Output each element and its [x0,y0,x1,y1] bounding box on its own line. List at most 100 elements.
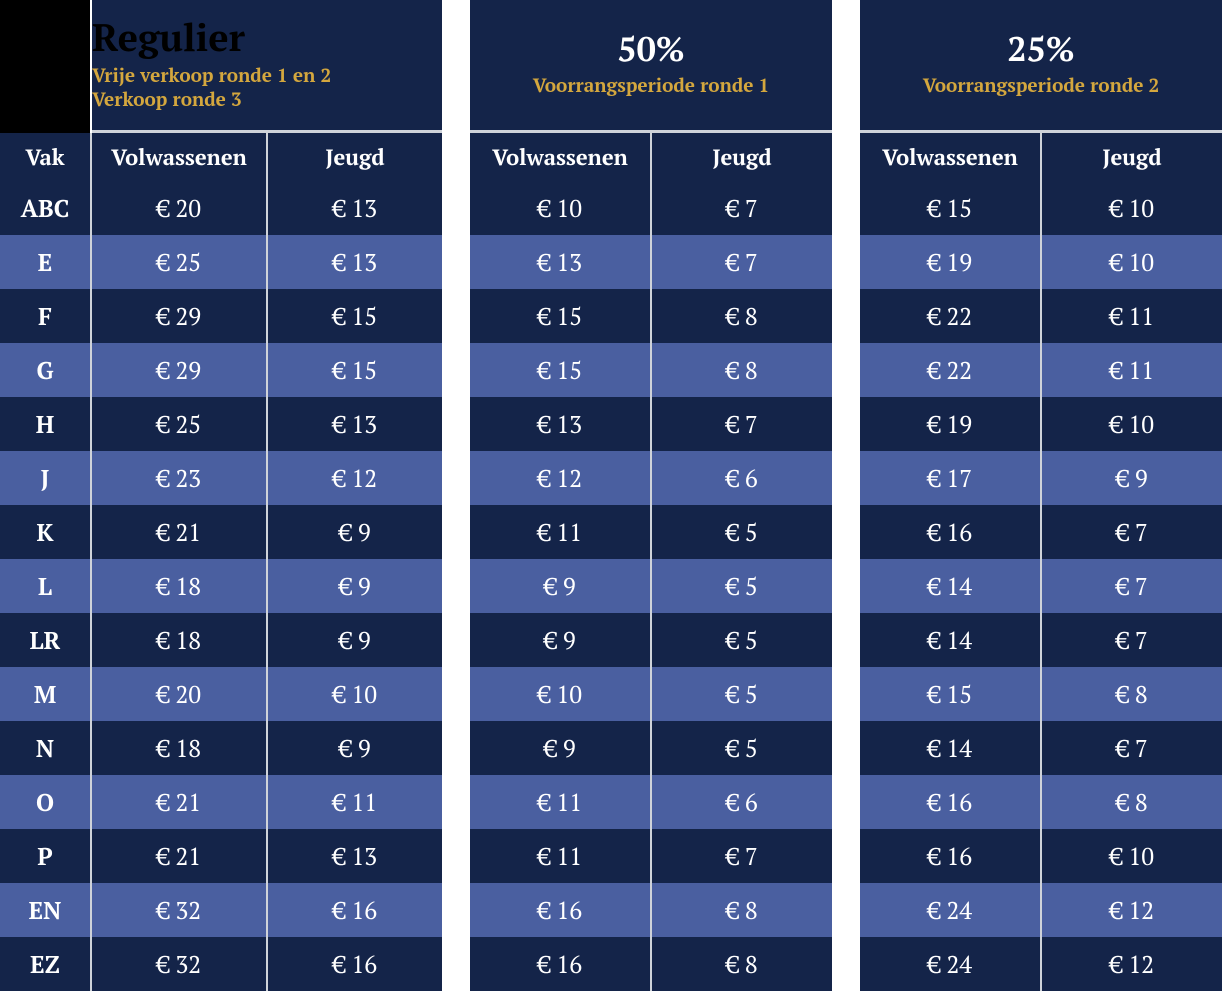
cell-jeugd: € 10 [1042,235,1222,289]
cell-volwassenen: € 21 [92,505,268,559]
cell-jeugd: € 13 [268,829,442,883]
table-row: F€ 29€ 15 [0,289,442,343]
rows-50: € 10€ 7€ 13€ 7€ 15€ 8€ 15€ 8€ 13€ 7€ 12€… [470,181,832,991]
cell-volwassenen: € 29 [92,343,268,397]
cell-jeugd: € 8 [652,289,832,343]
cell-jeugd: € 9 [268,559,442,613]
panel-regulier: Regulier Vrije verkoop ronde 1 en 2 Verk… [0,0,442,991]
cell-jeugd: € 10 [1042,829,1222,883]
table-row: € 19€ 10 [860,235,1222,289]
cell-volwassenen: € 15 [470,289,652,343]
col-header-vak: Vak [0,133,92,181]
cell-volwassenen: € 14 [860,559,1042,613]
cell-jeugd: € 11 [1042,289,1222,343]
table-row: € 13€ 7 [470,235,832,289]
cell-jeugd: € 12 [268,451,442,505]
cell-vak: N [0,721,92,775]
table-row: € 16€ 10 [860,829,1222,883]
panel-header-50: 50% Voorrangsperiode ronde 1 [470,0,832,133]
cell-jeugd: € 10 [1042,181,1222,235]
cell-vak: J [0,451,92,505]
cell-volwassenen: € 25 [92,397,268,451]
cell-jeugd: € 15 [268,343,442,397]
cell-jeugd: € 5 [652,505,832,559]
cell-jeugd: € 7 [652,181,832,235]
col-header-jeugd: Jeugd [1042,133,1222,181]
table-row: € 16€ 8 [470,883,832,937]
cell-jeugd: € 12 [1042,883,1222,937]
cell-volwassenen: € 15 [860,181,1042,235]
cell-vak: M [0,667,92,721]
header-corner [0,0,90,133]
table-row: € 12€ 6 [470,451,832,505]
title-50: 50% [470,32,832,66]
cell-volwassenen: € 10 [470,181,652,235]
subtitle-50: Voorrangsperiode ronde 1 [470,74,832,98]
cell-jeugd: € 6 [652,775,832,829]
table-row: € 14€ 7 [860,721,1222,775]
cell-jeugd: € 10 [1042,397,1222,451]
cell-volwassenen: € 20 [92,181,268,235]
table-row: € 16€ 7 [860,505,1222,559]
cell-jeugd: € 11 [1042,343,1222,397]
table-row: € 14€ 7 [860,559,1222,613]
cell-volwassenen: € 25 [92,235,268,289]
table-row: € 10€ 5 [470,667,832,721]
title-25: 25% [860,32,1222,66]
cell-jeugd: € 7 [1042,721,1222,775]
column-headers-regulier: Vak Volwassenen Jeugd [0,133,442,181]
cell-vak: ABC [0,181,92,235]
cell-volwassenen: € 32 [92,883,268,937]
cell-volwassenen: € 10 [470,667,652,721]
table-row: € 9€ 5 [470,721,832,775]
cell-volwassenen: € 15 [470,343,652,397]
cell-volwassenen: € 29 [92,289,268,343]
cell-jeugd: € 16 [268,883,442,937]
cell-vak: L [0,559,92,613]
table-row: G€ 29€ 15 [0,343,442,397]
table-row: € 11€ 6 [470,775,832,829]
cell-vak: EZ [0,937,92,991]
cell-jeugd: € 5 [652,667,832,721]
cell-vak: H [0,397,92,451]
table-row: € 11€ 7 [470,829,832,883]
table-row: L€ 18€ 9 [0,559,442,613]
cell-volwassenen: € 9 [470,559,652,613]
cell-jeugd: € 11 [268,775,442,829]
table-row: € 16€ 8 [470,937,832,991]
cell-volwassenen: € 16 [470,883,652,937]
cell-volwassenen: € 22 [860,289,1042,343]
cell-volwassenen: € 21 [92,775,268,829]
cell-volwassenen: € 13 [470,397,652,451]
cell-volwassenen: € 18 [92,559,268,613]
cell-jeugd: € 10 [268,667,442,721]
cell-volwassenen: € 9 [470,613,652,667]
cell-jeugd: € 8 [652,883,832,937]
table-row: € 10€ 7 [470,181,832,235]
cell-jeugd: € 9 [268,613,442,667]
cell-jeugd: € 8 [1042,775,1222,829]
cell-jeugd: € 6 [652,451,832,505]
cell-jeugd: € 7 [1042,559,1222,613]
cell-volwassenen: € 18 [92,721,268,775]
cell-jeugd: € 8 [652,937,832,991]
cell-volwassenen: € 12 [470,451,652,505]
pricing-table: Regulier Vrije verkoop ronde 1 en 2 Verk… [0,0,1228,991]
table-row: € 16€ 8 [860,775,1222,829]
col-header-volwassenen: Volwassenen [860,133,1042,181]
cell-jeugd: € 8 [1042,667,1222,721]
table-row: EZ€ 32€ 16 [0,937,442,991]
cell-volwassenen: € 16 [860,775,1042,829]
cell-jeugd: € 5 [652,613,832,667]
table-row: € 19€ 10 [860,397,1222,451]
cell-jeugd: € 12 [1042,937,1222,991]
table-row: O€ 21€ 11 [0,775,442,829]
cell-volwassenen: € 24 [860,937,1042,991]
cell-jeugd: € 13 [268,397,442,451]
table-row: N€ 18€ 9 [0,721,442,775]
panel-25: 25% Voorrangsperiode ronde 2 Volwassenen… [860,0,1222,991]
cell-vak: EN [0,883,92,937]
cell-jeugd: € 9 [268,505,442,559]
cell-volwassenen: € 14 [860,613,1042,667]
subtitle-regulier-1: Vrije verkoop ronde 1 en 2 [92,64,442,88]
